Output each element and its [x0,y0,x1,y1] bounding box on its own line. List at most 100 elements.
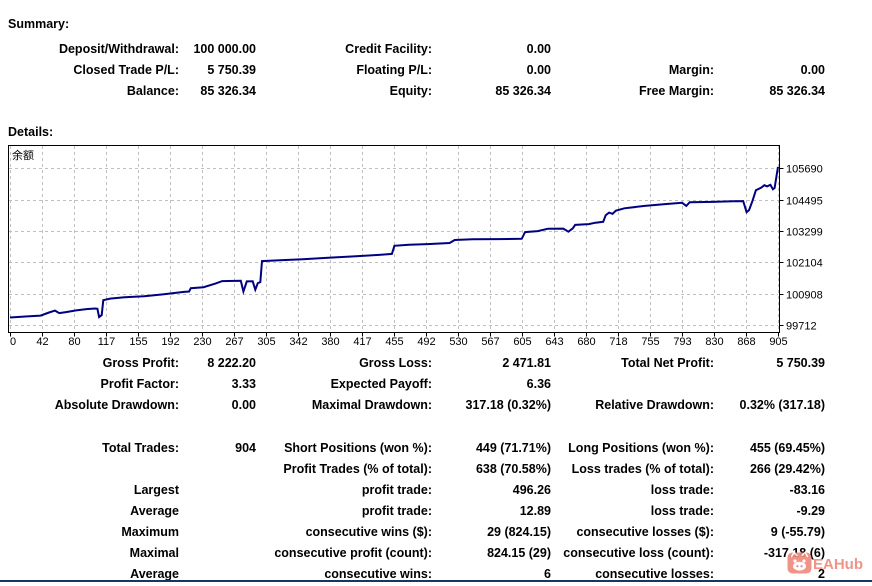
stat-value [179,459,256,480]
svg-text:492: 492 [417,336,435,348]
eahub-logo-icon [787,550,812,579]
svg-text:530: 530 [449,336,467,348]
svg-text:80: 80 [68,336,80,348]
stat-label: Free Margin: [638,84,714,98]
svg-text:755: 755 [641,336,659,348]
watermark: EAHub [787,550,863,579]
svg-text:417: 417 [353,336,371,348]
stat-label: loss trade: [650,483,714,497]
stat-value: 5 750.39 [776,356,825,370]
stat-value: 6 [544,567,551,581]
stat-label: consecutive losses ($): [576,525,714,539]
stat-value: -9.29 [796,504,826,518]
stat-label: Equity: [389,84,432,98]
stat-value: 100 000.00 [193,42,256,56]
watermark-label: EAHub [813,556,863,573]
stat-label: profit trade: [361,504,432,518]
stat-value: 824.15 (29) [487,546,551,560]
stat-value: 317.18 (0.32%) [465,398,551,412]
stat-label: profit trade: [361,483,432,497]
stat-label: Maximal [129,546,179,560]
svg-text:305: 305 [257,336,275,348]
stat-value [714,39,825,60]
stat-value: 8 222.20 [207,356,256,370]
stat-label [551,39,714,60]
stat-value: 449 (71.71%) [475,441,551,455]
svg-text:342: 342 [289,336,307,348]
stat-label [551,374,714,395]
svg-text:793: 793 [673,336,691,348]
stat-value: 455 (69.45%) [749,441,825,455]
svg-text:0: 0 [10,336,16,348]
stat-value: 638 (70.58%) [475,462,551,476]
bottom-divider [0,580,872,582]
stat-label: Long Positions (won %): [568,441,714,455]
svg-text:117: 117 [98,336,116,348]
svg-text:99712: 99712 [786,321,817,333]
svg-text:103299: 103299 [786,227,823,239]
stat-label: Closed Trade P/L: [73,63,179,77]
stat-value [714,374,825,395]
stat-value: 0.00 [800,63,825,77]
stat-label: consecutive wins ($): [305,525,432,539]
stat-value [179,480,256,501]
stat-label: Total Trades: [102,441,179,455]
stat-label: consecutive loss (count): [563,546,714,560]
report-row: Total Trades: 904 Short Positions (won %):… [0,438,825,459]
report-row: Profit Trades (% of total): 638 (70.58%) L… [0,459,825,480]
stat-value: 3.33 [231,377,256,391]
stat-label: Expected Payoff: [330,377,432,391]
stat-value [179,522,256,543]
stat-label: Profit Factor: [100,377,179,391]
stat-value [179,543,256,564]
svg-text:868: 868 [737,336,755,348]
report-row: Deposit/Withdrawal: 100 000.00 Credit Faci… [0,39,825,60]
stat-label: Maximum [121,525,179,539]
stat-value: 85 326.34 [769,84,825,98]
svg-text:100908: 100908 [786,290,823,302]
stat-value: 266 (29.42%) [749,462,825,476]
report-row: Average profit trade: 12.89 loss trade: -9.2… [0,501,825,522]
stat-value: 2 471.81 [502,356,551,370]
summary-heading: Summary: [8,17,70,31]
svg-text:192: 192 [161,336,179,348]
chart-tick-marks [10,168,784,337]
svg-text:455: 455 [385,336,403,348]
svg-text:155: 155 [129,336,147,348]
stat-value: 29 (824.15) [487,525,551,539]
chart-y-axis-labels: 99712 100908 102104 103299 104495 105690 [786,164,823,333]
svg-text:905: 905 [769,336,787,348]
report-row: Absolute Drawdown: 0.00 Maximal Drawdown: 3… [0,395,825,416]
svg-text:830: 830 [705,336,723,348]
stat-label: Average [130,567,179,581]
svg-text:102104: 102104 [786,258,823,270]
stat-label: Loss trades (% of total): [571,462,714,476]
stat-value: 0.32% (317.18) [739,398,825,412]
report-row: Balance: 85 326.34 Equity: 85 326.34 Free Ma… [0,81,825,102]
report-row: Gross Profit: 8 222.20 Gross Loss: 2 471.81… [0,353,825,374]
stat-label: Relative Drawdown: [595,398,714,412]
report-row: Maximum consecutive wins ($): 29 (824.15) c… [0,522,825,543]
stat-value: 496.26 [512,483,551,497]
stat-label: Largest [133,483,179,497]
svg-text:267: 267 [225,336,243,348]
stat-label: Deposit/Withdrawal: [58,42,179,56]
stat-label [0,459,179,480]
svg-text:104495: 104495 [786,196,823,208]
balance-line [9,166,779,319]
stat-value: 12.89 [519,504,551,518]
svg-text:42: 42 [36,336,48,348]
report-row: Profit Factor: 3.33 Expected Payoff: 6.36 [0,374,825,395]
stat-value: 85 326.34 [495,84,551,98]
svg-text:643: 643 [545,336,563,348]
stat-value: 9 (-55.79) [770,525,825,539]
balance-chart-svg: 0 42 80 117 155 192 230 267 305 342 380 417 455 492 53… [8,145,823,348]
report-row: Closed Trade P/L: 5 750.39 Floating P/L: 0.… [0,60,825,81]
svg-text:567: 567 [481,336,499,348]
stat-label: Gross Loss: [359,356,432,370]
report-row: Maximal consecutive profit (count): 824.15… [0,543,825,564]
stat-label: Maximal Drawdown: [311,398,432,412]
stat-label: consecutive wins: [324,567,432,581]
stat-value: 2 [818,567,825,581]
